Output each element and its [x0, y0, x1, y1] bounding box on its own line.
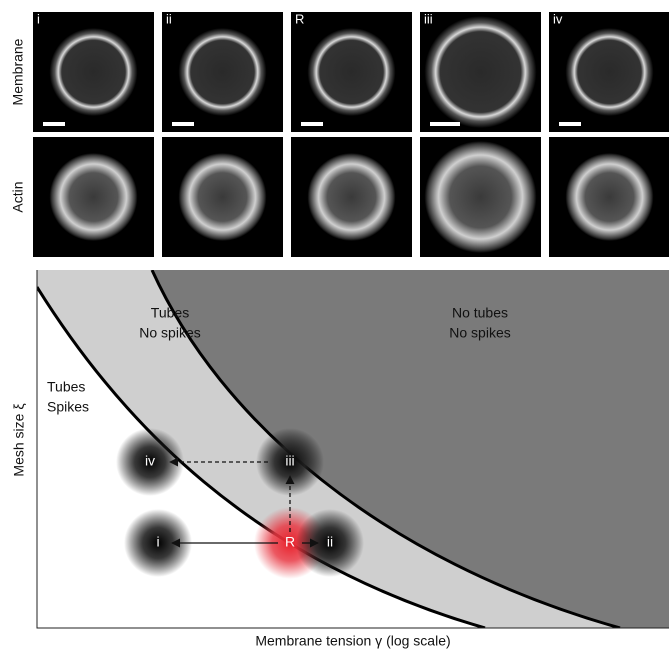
cell	[308, 28, 396, 116]
cell	[566, 28, 654, 116]
x-axis-label: Membrane tension γ (log scale)	[255, 633, 450, 649]
region-label: Spikes	[47, 399, 89, 415]
panel-label: i	[37, 11, 40, 26]
panel-label: ii	[166, 11, 172, 26]
point-label: iii	[285, 453, 294, 469]
scale-bar	[172, 122, 194, 126]
point-label: i	[156, 534, 159, 550]
region-label: Tubes	[47, 379, 85, 395]
region-label: No spikes	[449, 325, 510, 341]
cell	[566, 153, 654, 241]
figure: iiiRiiiiv Membrane Actin TubesNo spikesN…	[0, 0, 669, 651]
scale-bar	[430, 122, 460, 126]
scale-bar	[43, 122, 65, 126]
scale-bar	[301, 122, 323, 126]
point-label: R	[285, 534, 295, 550]
cell	[425, 141, 537, 253]
region-label: Tubes	[151, 305, 189, 321]
panel-label: iii	[424, 11, 433, 26]
y-axis-label: Mesh size ξ	[11, 403, 27, 476]
cell	[50, 153, 138, 241]
cell	[50, 28, 138, 116]
scale-bar	[559, 122, 581, 126]
region-label: No spikes	[139, 325, 200, 341]
point-label: iv	[145, 453, 155, 469]
row-label: Membrane	[10, 38, 26, 105]
panel-label: iv	[553, 11, 563, 26]
row-label: Actin	[10, 181, 26, 212]
cell	[308, 153, 396, 241]
cell	[179, 28, 267, 116]
region-label: No tubes	[452, 305, 508, 321]
cell	[425, 16, 537, 128]
cell	[179, 153, 267, 241]
point-label: ii	[327, 534, 333, 550]
panel-label: R	[295, 11, 304, 26]
